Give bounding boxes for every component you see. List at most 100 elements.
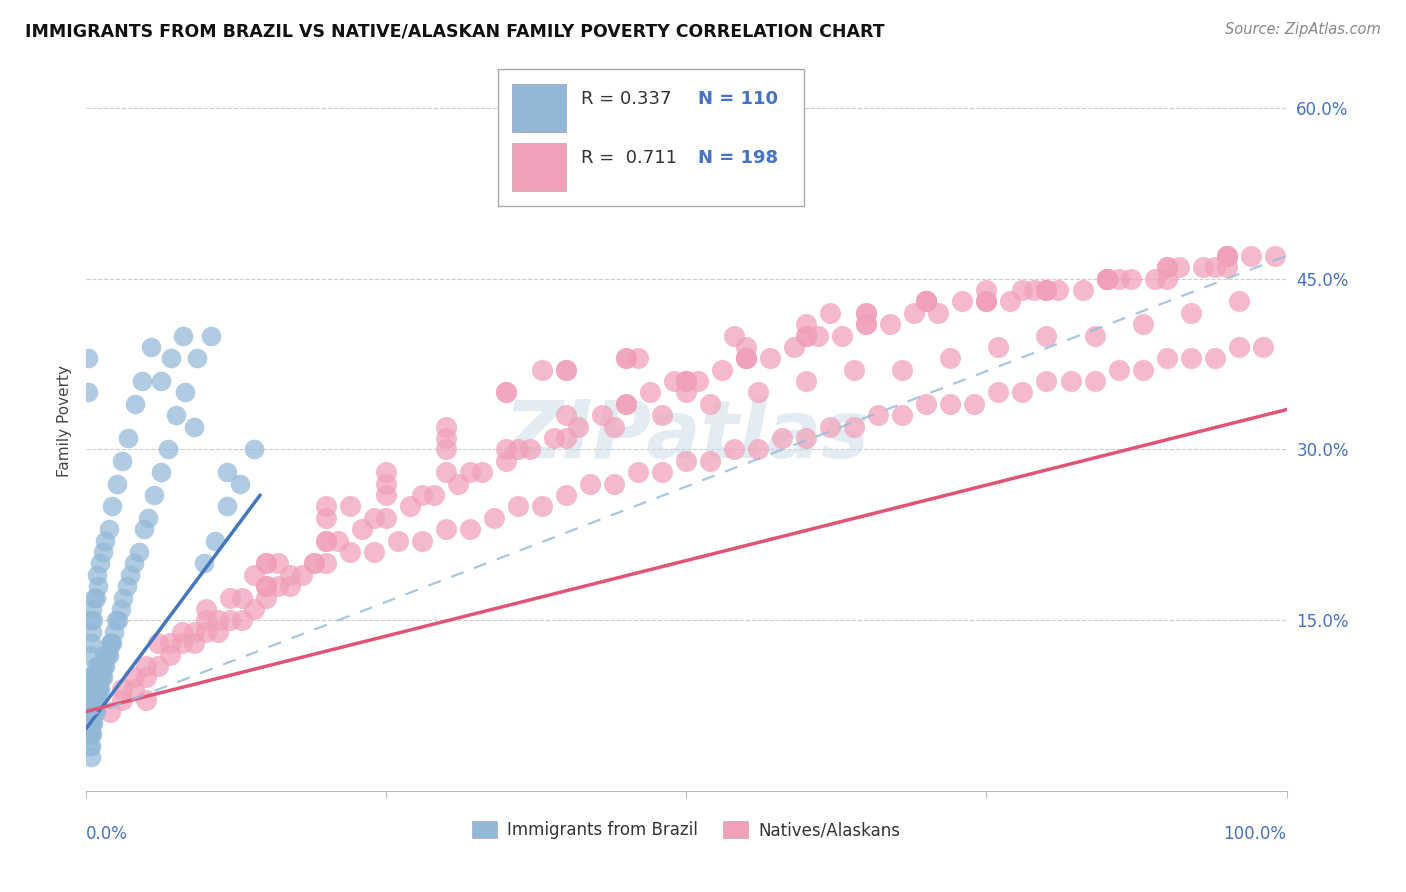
- Point: [796, 374, 818, 388]
- Point: [939, 397, 962, 411]
- Point: [531, 500, 554, 514]
- Point: [89, 681, 111, 696]
- Point: [434, 522, 457, 536]
- Point: [80, 750, 103, 764]
- Point: [79, 648, 101, 662]
- Point: [267, 557, 290, 571]
- Point: [77, 715, 100, 730]
- Point: [735, 351, 758, 366]
- Point: [82, 705, 104, 719]
- Point: [87, 659, 110, 673]
- Point: [363, 511, 385, 525]
- Point: [219, 591, 242, 605]
- Point: [87, 579, 110, 593]
- Point: [627, 351, 650, 366]
- Point: [97, 648, 120, 662]
- Point: [1156, 260, 1178, 275]
- Point: [855, 317, 877, 331]
- Point: [640, 385, 662, 400]
- Point: [83, 681, 105, 696]
- Point: [80, 705, 103, 719]
- Point: [267, 579, 290, 593]
- Point: [91, 670, 114, 684]
- Point: [193, 557, 215, 571]
- Point: [79, 670, 101, 684]
- Point: [1095, 271, 1118, 285]
- Point: [759, 351, 782, 366]
- Point: [1108, 271, 1130, 285]
- Text: N = 110: N = 110: [699, 90, 779, 108]
- Point: [122, 557, 145, 571]
- Point: [1239, 249, 1261, 263]
- Point: [855, 306, 877, 320]
- Point: [976, 283, 998, 297]
- Point: [723, 328, 745, 343]
- Point: [375, 465, 398, 479]
- Point: [747, 385, 769, 400]
- Point: [82, 715, 104, 730]
- Point: [215, 465, 238, 479]
- Point: [735, 340, 758, 354]
- Point: [915, 294, 938, 309]
- Point: [80, 681, 103, 696]
- Text: 0.0%: 0.0%: [86, 824, 128, 843]
- Point: [543, 431, 565, 445]
- Point: [122, 670, 145, 684]
- Point: [94, 533, 117, 548]
- Text: N = 198: N = 198: [699, 149, 779, 167]
- FancyBboxPatch shape: [498, 70, 804, 206]
- Point: [215, 500, 238, 514]
- Point: [89, 659, 111, 673]
- Point: [807, 328, 830, 343]
- Point: [1227, 340, 1250, 354]
- Point: [915, 397, 938, 411]
- Point: [375, 488, 398, 502]
- Text: 100.0%: 100.0%: [1223, 824, 1286, 843]
- Point: [675, 385, 697, 400]
- Point: [519, 442, 541, 457]
- Point: [508, 442, 530, 457]
- Text: Source: ZipAtlas.com: Source: ZipAtlas.com: [1225, 22, 1381, 37]
- Point: [79, 739, 101, 753]
- Point: [80, 624, 103, 639]
- Point: [411, 488, 433, 502]
- FancyBboxPatch shape: [512, 84, 567, 132]
- Point: [80, 727, 103, 741]
- Point: [135, 659, 157, 673]
- Point: [1204, 260, 1226, 275]
- Point: [976, 294, 998, 309]
- Point: [1180, 306, 1202, 320]
- Point: [82, 681, 104, 696]
- Point: [159, 648, 181, 662]
- Point: [135, 670, 157, 684]
- Point: [111, 681, 134, 696]
- Point: [80, 693, 103, 707]
- Point: [1167, 260, 1189, 275]
- Point: [122, 681, 145, 696]
- Point: [79, 715, 101, 730]
- Point: [1215, 260, 1237, 275]
- Point: [254, 579, 277, 593]
- Point: [254, 557, 277, 571]
- Point: [89, 557, 111, 571]
- Point: [186, 351, 208, 366]
- Point: [723, 442, 745, 457]
- Point: [89, 670, 111, 684]
- Point: [111, 454, 134, 468]
- Point: [87, 681, 110, 696]
- Point: [195, 624, 218, 639]
- Point: [231, 613, 253, 627]
- Point: [458, 522, 481, 536]
- Point: [1024, 283, 1046, 297]
- Point: [80, 636, 103, 650]
- Point: [434, 442, 457, 457]
- Point: [96, 648, 118, 662]
- Point: [831, 328, 853, 343]
- Point: [132, 522, 155, 536]
- Point: [447, 476, 470, 491]
- Point: [84, 693, 107, 707]
- Point: [387, 533, 409, 548]
- Point: [143, 488, 166, 502]
- Point: [1083, 374, 1105, 388]
- Point: [976, 294, 998, 309]
